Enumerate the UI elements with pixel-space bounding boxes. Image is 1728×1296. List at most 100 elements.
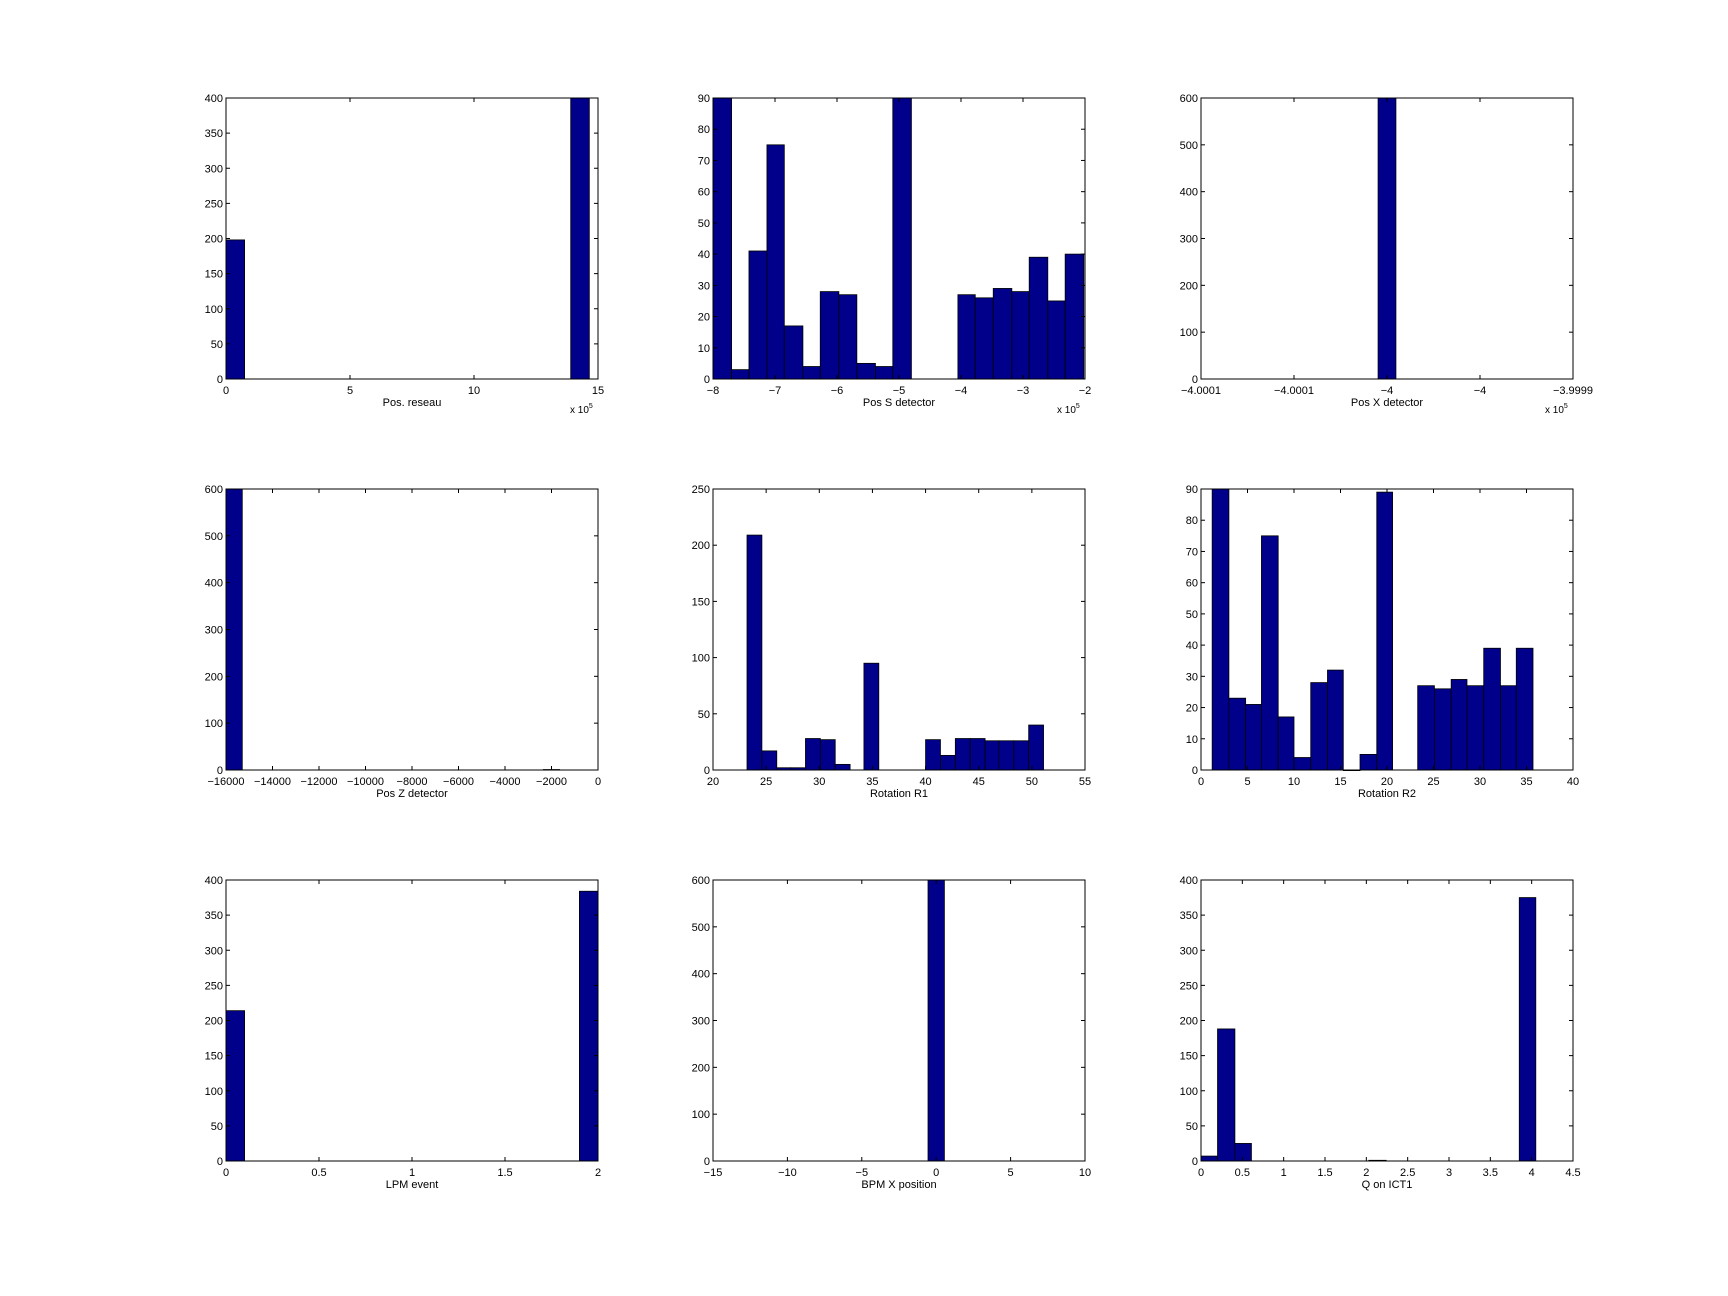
x-axis-label: Pos. reseau <box>383 397 442 409</box>
x-tick-label: 30 <box>1474 776 1486 788</box>
y-tick-label: 50 <box>698 709 710 721</box>
x-tick-label: 15 <box>1334 776 1346 788</box>
histogram-bar <box>766 144 785 380</box>
x-tick-label: 0.5 <box>311 1167 326 1179</box>
y-tick-label: 500 <box>692 922 710 934</box>
histogram-bar <box>1466 685 1485 771</box>
y-tick-label: 400 <box>692 969 710 981</box>
y-tick-label: 100 <box>692 653 710 665</box>
histogram-bar <box>856 362 876 380</box>
x-tick-label: −12000 <box>300 776 337 788</box>
y-tick-label: 600 <box>205 484 223 496</box>
y-tick-label: 200 <box>205 671 223 683</box>
x-axis-label: Pos X detector <box>1351 397 1423 409</box>
x-tick-label: −3.9999 <box>1553 385 1593 397</box>
histogram-bar <box>1245 704 1262 771</box>
histogram-bar <box>1047 300 1066 380</box>
y-tick-label: 250 <box>692 484 710 496</box>
x-tick-label: 1 <box>409 1167 415 1179</box>
histogram-bar <box>834 763 851 771</box>
x-tick-label: 30 <box>813 776 825 788</box>
y-tick-label: 100 <box>1180 1086 1198 1098</box>
histogram-bar <box>819 739 836 771</box>
x-tick-label: 55 <box>1079 776 1091 788</box>
y-tick-label: 350 <box>205 128 223 140</box>
x-tick-label: 10 <box>1079 1167 1091 1179</box>
y-tick-label: 350 <box>205 910 223 922</box>
histogram-bar <box>925 739 941 771</box>
histogram-bar <box>1376 491 1393 771</box>
histogram-bar <box>954 738 971 771</box>
histogram-bar <box>1327 669 1344 771</box>
x-axis-label: Rotation R2 <box>1358 788 1416 800</box>
x-tick-label: 1 <box>1281 1167 1287 1179</box>
histogram-bar <box>225 1010 246 1162</box>
histogram-panel: 0 5 10 15 20 25 30 35 40 0 10 20 30 40 50 60 70 80 90 Rotat… <box>1186 484 1579 800</box>
y-tick-label: 0 <box>704 374 710 386</box>
y-tick-label: 90 <box>698 93 710 105</box>
x-tick-label: 35 <box>866 776 878 788</box>
histogram-bar <box>1200 1155 1218 1162</box>
histogram-bar <box>1500 685 1517 771</box>
histogram-bar <box>1293 757 1312 771</box>
x-tick-label: 0.5 <box>1235 1167 1250 1179</box>
x-tick-label: −8000 <box>397 776 428 788</box>
histogram-bar <box>863 662 880 771</box>
x-tick-label: 40 <box>1567 776 1579 788</box>
histogram-bar <box>1217 1028 1236 1162</box>
histogram-bar <box>579 890 599 1162</box>
axes-frame <box>712 488 1086 771</box>
histogram-bar <box>892 97 912 380</box>
x-tick-label: −16000 <box>207 776 244 788</box>
y-tick-label: 70 <box>698 155 710 167</box>
y-tick-label: 50 <box>211 339 223 351</box>
x-axis-multiplier: x 105 <box>570 403 593 416</box>
x-tick-label: 10 <box>468 385 480 397</box>
histogram-bar <box>819 291 840 380</box>
y-tick-label: 60 <box>1186 578 1198 590</box>
x-tick-label: −8 <box>707 385 720 397</box>
y-tick-label: 250 <box>1180 980 1198 992</box>
y-tick-label: 50 <box>211 1121 223 1133</box>
x-tick-label: −4 <box>1381 385 1394 397</box>
histogram-bar <box>1028 256 1049 380</box>
histogram-bar <box>1515 647 1534 771</box>
y-tick-label: 350 <box>1180 910 1198 922</box>
y-tick-label: 0 <box>1192 765 1198 777</box>
x-tick-label: −5 <box>856 1167 869 1179</box>
histogram-bar <box>783 325 804 380</box>
histogram-bar <box>984 740 1000 771</box>
axes-frame <box>225 879 599 1162</box>
x-tick-label: 0 <box>595 776 601 788</box>
histogram-bar <box>761 750 778 771</box>
y-tick-label: 0 <box>1192 1156 1198 1168</box>
y-tick-label: 150 <box>205 269 223 281</box>
x-tick-label: 15 <box>592 385 604 397</box>
x-tick-label: 35 <box>1520 776 1532 788</box>
x-tick-label: 2 <box>1363 1167 1369 1179</box>
histogram-bar <box>927 879 945 1162</box>
y-tick-label: 200 <box>692 540 710 552</box>
histogram-bar <box>1261 535 1279 771</box>
y-tick-label: 200 <box>1180 280 1198 292</box>
y-tick-label: 100 <box>205 1086 223 1098</box>
histogram-bar <box>1211 488 1230 771</box>
histogram-bar <box>875 366 894 380</box>
x-axis-multiplier: x 105 <box>1545 403 1568 416</box>
x-tick-label: −4 <box>955 385 968 397</box>
histogram-bar <box>1277 716 1295 771</box>
histogram-bar <box>1377 97 1397 380</box>
y-tick-label: 100 <box>692 1109 710 1121</box>
y-tick-label: 50 <box>1186 1121 1198 1133</box>
y-tick-label: 0 <box>704 765 710 777</box>
y-tick-label: 250 <box>205 980 223 992</box>
x-tick-label: 25 <box>1427 776 1439 788</box>
y-tick-label: 500 <box>205 531 223 543</box>
x-tick-label: −2 <box>1079 385 1092 397</box>
axes-frame <box>225 488 599 771</box>
x-tick-label: −4000 <box>490 776 521 788</box>
y-tick-label: 10 <box>1186 734 1198 746</box>
